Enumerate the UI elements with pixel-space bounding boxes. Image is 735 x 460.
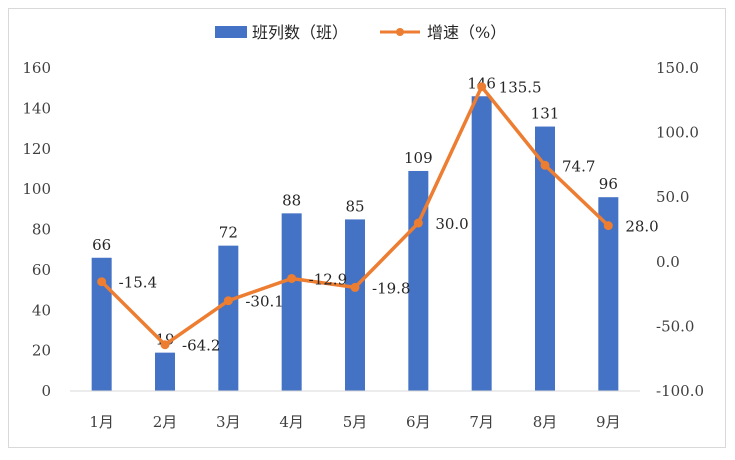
bars: 661972888510914613196 [91, 74, 619, 391]
bar [598, 197, 619, 391]
left-tick-label: 160 [22, 59, 51, 77]
right-tick-label: -50.0 [656, 317, 694, 335]
growth-value-label: 74.7 [562, 157, 595, 175]
bar-value-label: 72 [219, 224, 238, 242]
right-axis: -100.0 -50.0 0.0 50.0 100.0 150.0 [656, 59, 704, 400]
left-axis: 0 20 40 60 80 100 120 140 160 [22, 59, 51, 400]
bar [218, 245, 239, 391]
growth-line: -15.4 -64.2 -30.1 -12.9 -19.8 30.0 135.5 74.7 28… [97, 79, 659, 355]
left-tick-label: 120 [22, 140, 51, 158]
bar [471, 96, 492, 391]
growth-point [287, 273, 297, 283]
left-tick-label: 40 [32, 301, 51, 319]
bar-value-label: 131 [531, 105, 560, 123]
bar-value-label: 88 [282, 191, 301, 209]
left-tick-label: 80 [32, 221, 51, 239]
x-tick-label: 9月 [596, 413, 621, 431]
x-tick-label: 1月 [89, 413, 114, 431]
growth-point [540, 160, 550, 170]
bar-value-label: 85 [345, 197, 364, 215]
right-tick-label: -100.0 [656, 382, 704, 400]
left-tick-label: 0 [41, 382, 51, 400]
right-tick-label: 0.0 [656, 253, 680, 271]
growth-value-label: 28.0 [625, 218, 658, 236]
legend-bar-swatch [215, 26, 247, 38]
x-tick-label: 3月 [216, 413, 241, 431]
growth-point [603, 221, 613, 231]
growth-value-label: 30.0 [435, 215, 468, 233]
left-tick-label: 100 [22, 180, 51, 198]
left-tick-label: 60 [32, 261, 51, 279]
bar-value-label: 96 [599, 175, 618, 193]
x-tick-label: 4月 [279, 413, 304, 431]
bar-value-label: 66 [92, 236, 111, 254]
right-tick-label: 150.0 [656, 59, 699, 77]
left-tick-label: 140 [22, 99, 51, 117]
left-tick-label: 20 [32, 342, 51, 360]
legend-line-marker [396, 28, 404, 36]
growth-value-label: -64.2 [182, 337, 220, 355]
legend-bar-label: 班列数（班） [252, 23, 348, 42]
bar [91, 257, 112, 391]
growth-value-label: -19.8 [372, 279, 410, 297]
bar-value-label: 109 [404, 149, 433, 167]
x-tick-label: 8月 [533, 413, 558, 431]
growth-value-label: -12.9 [309, 270, 347, 288]
bar-value-label: 19 [155, 331, 174, 349]
x-axis: 1月 2月 3月 4月 5月 6月 7月 8月 9月 [70, 390, 640, 431]
bar [535, 126, 555, 391]
legend: 班列数（班） 增速（%） [215, 23, 506, 42]
bar [155, 352, 175, 391]
growth-value-label: 135.5 [499, 79, 542, 97]
legend-line-label: 增速（%） [427, 23, 506, 42]
growth-point [413, 218, 423, 228]
growth-point [97, 277, 107, 287]
x-tick-label: 6月 [406, 413, 431, 431]
bar [281, 213, 302, 391]
growth-point [223, 296, 233, 306]
growth-point [350, 282, 360, 292]
x-tick-label: 5月 [343, 413, 368, 431]
growth-point [477, 82, 487, 92]
growth-value-label: -30.1 [245, 293, 283, 311]
growth-value-label: -15.4 [119, 274, 157, 292]
x-tick-label: 7月 [469, 413, 494, 431]
right-tick-label: 50.0 [656, 188, 689, 206]
bar [345, 219, 365, 391]
right-tick-label: 100.0 [656, 124, 699, 142]
x-tick-label: 2月 [153, 413, 178, 431]
growth-point [160, 340, 170, 350]
